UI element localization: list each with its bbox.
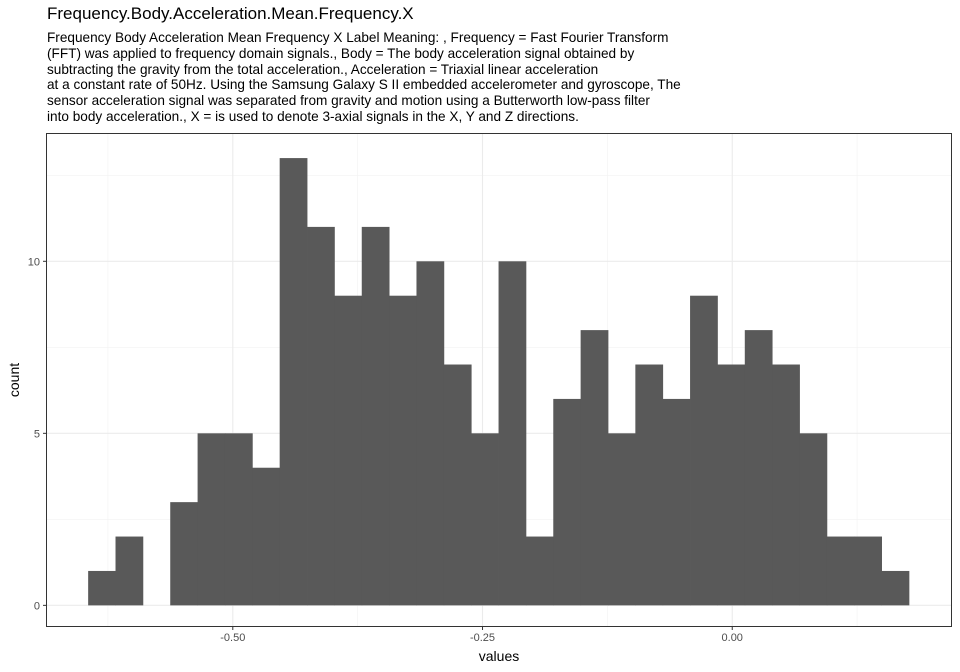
y-tick-label: 0 bbox=[34, 600, 40, 612]
x-axis: -0.50 -0.25 0.00 bbox=[220, 626, 743, 644]
chart-title: Frequency.Body.Acceleration.Mean.Frequen… bbox=[47, 4, 414, 23]
histogram-bar bbox=[553, 398, 582, 606]
histogram-bar bbox=[881, 570, 910, 606]
y-tick-label: 5 bbox=[34, 428, 40, 440]
histogram-bar bbox=[307, 226, 335, 606]
histogram-bar bbox=[717, 364, 746, 606]
subtitle-line: into body acceleration., X = is used to … bbox=[47, 108, 579, 124]
histogram-bar bbox=[170, 502, 198, 606]
histogram-bar bbox=[498, 261, 527, 606]
histogram-bar bbox=[361, 226, 390, 606]
histogram-bar bbox=[854, 536, 882, 606]
histogram-bar bbox=[88, 570, 116, 606]
histogram-bar bbox=[443, 364, 472, 606]
y-tick-label: 10 bbox=[28, 256, 40, 268]
plot-panel-border bbox=[46, 133, 952, 627]
histogram-bar bbox=[252, 467, 281, 606]
histogram-bar bbox=[580, 330, 609, 606]
histogram-bar bbox=[690, 295, 718, 606]
subtitle-line: at a constant rate of 50Hz. Using the Sa… bbox=[47, 77, 681, 93]
histogram-bar bbox=[224, 433, 253, 606]
histogram-bar bbox=[744, 330, 773, 606]
histogram-bar bbox=[471, 433, 499, 606]
histogram-bar bbox=[662, 398, 691, 606]
histogram-bar bbox=[772, 364, 800, 606]
histogram-bar bbox=[416, 261, 445, 606]
subtitle-line: (FFT) was applied to frequency domain si… bbox=[47, 45, 635, 61]
x-axis-label: values bbox=[479, 648, 519, 664]
histogram-bar bbox=[607, 433, 636, 606]
histogram-bar bbox=[115, 536, 144, 606]
histogram-bar bbox=[279, 158, 308, 606]
histogram-bar bbox=[799, 433, 828, 606]
subtitle-line: subtracting the gravity from the total a… bbox=[47, 61, 599, 77]
x-tick-label: 0.00 bbox=[722, 632, 743, 644]
histogram-bar bbox=[635, 364, 664, 606]
histogram-bar bbox=[525, 536, 554, 606]
histogram-bar bbox=[334, 295, 363, 606]
histogram-bar bbox=[826, 536, 855, 606]
chart-subtitle: Frequency Body Acceleration Mean Frequen… bbox=[47, 30, 947, 125]
histogram-bar bbox=[389, 295, 417, 606]
subtitle-line: sensor acceleration signal was separated… bbox=[47, 93, 650, 109]
histogram-bar bbox=[197, 433, 226, 606]
y-axis-label: count bbox=[6, 363, 22, 397]
histogram-bars bbox=[88, 158, 910, 606]
subtitle-line: Frequency Body Acceleration Mean Frequen… bbox=[47, 30, 669, 45]
x-tick-label: -0.50 bbox=[220, 632, 245, 644]
y-axis: 0 5 10 bbox=[28, 256, 47, 612]
x-tick-label: -0.25 bbox=[470, 632, 495, 644]
